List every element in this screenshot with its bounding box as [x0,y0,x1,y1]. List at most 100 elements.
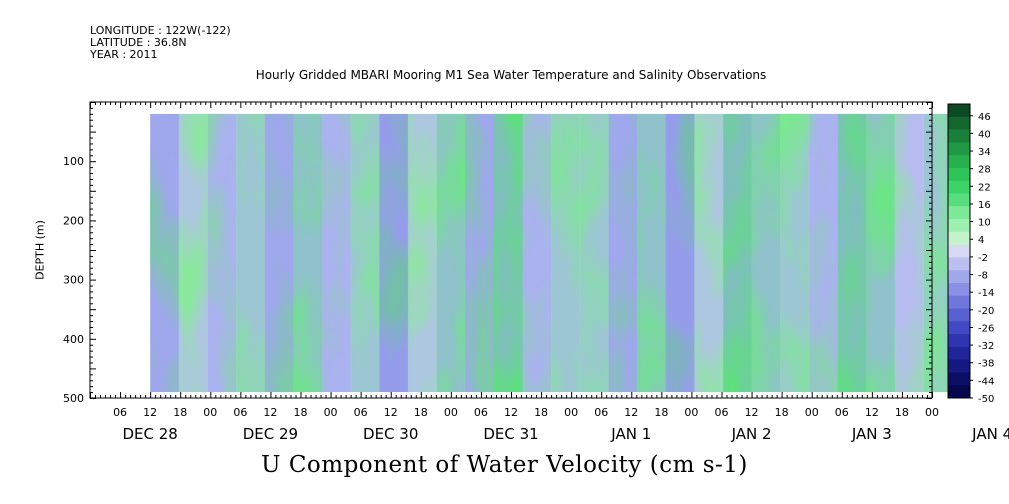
heatmap-column [436,113,466,393]
x-day-label: JAN 1 [610,425,651,443]
colorbar-swatch [948,219,970,233]
x-tick-label: 18 [414,406,428,419]
colorbar-label: -20 [978,306,994,317]
x-tick-label: 12 [624,406,638,419]
colorbar-swatch [948,257,970,271]
heatmap-column [407,113,438,393]
x-tick-label: 06 [233,406,247,419]
colorbar-label: 4 [978,235,984,246]
x-day-label: JAN 3 [851,425,892,443]
heatmap-column [293,113,323,393]
heatmap-column [350,113,380,393]
x-tick-label: 18 [173,406,187,419]
colorbar-label: -2 [978,253,988,264]
x-tick-label: 12 [865,406,879,419]
x-tick-label: 00 [925,406,939,419]
heatmap-column [379,113,409,393]
colorbar-label: 40 [978,129,991,140]
colorbar-swatch [948,167,970,182]
colorbar-swatch [948,359,970,373]
latitude-label: LATITUDE : 36.8N [90,36,187,49]
x-tick-label: 06 [354,406,368,419]
heatmap-column [579,113,609,393]
heatmap-column [780,113,810,393]
colorbar-label: 16 [978,200,991,211]
colorbar-swatch [948,104,970,118]
x-tick-label: 06 [113,406,127,419]
colorbar-label: 10 [978,218,991,229]
colorbar-frame [947,103,971,399]
colorbar-label: -26 [978,323,994,334]
heatmap-column [608,113,638,393]
colorbar-swatch [948,231,970,246]
heatmap-column [465,113,495,393]
x-tick-label: 12 [143,406,157,419]
colorbar-label: 22 [978,182,991,193]
colorbar-swatch [948,244,970,258]
colorbar-swatch [948,372,970,386]
heatmap-column [894,113,924,393]
colorbar-swatch [948,385,970,399]
heatmap-column [264,113,294,393]
x-tick-label: 06 [594,406,608,419]
heatmap-column [751,113,781,393]
heatmap-column [923,113,953,393]
chart-title: Hourly Gridded MBARI Mooring M1 Sea Wate… [255,68,767,82]
x-tick-label: 12 [745,406,759,419]
heatmap-column [637,113,667,393]
y-tick-label: 200 [63,214,84,227]
x-day-label: DEC 28 [122,425,177,443]
x-day-label: JAN 2 [731,425,772,443]
x-tick-label: 18 [534,406,548,419]
x-tick-label: 12 [263,406,277,419]
year-label: YEAR : 2011 [90,48,158,61]
colorbar-label: -38 [978,359,994,370]
heatmap-column [321,113,352,393]
x-tick-label: 00 [684,406,698,419]
colorbar-swatch [948,155,970,169]
heatmap-column [722,113,753,393]
colorbar-label: -14 [978,288,994,299]
heatmap-column [694,113,724,393]
heatmap-column [808,113,838,393]
colorbar-label: 46 [978,112,991,123]
colorbar-swatch [948,308,970,322]
x-tick-label: 18 [895,406,909,419]
colorbar-swatch [948,180,970,194]
x-tick-label: 00 [324,406,338,419]
colorbar-label: 34 [978,147,991,158]
x-day-label: DEC 30 [363,425,418,443]
colorbar-swatch [948,206,970,220]
heatmap-column [665,113,695,393]
x-day-label: DEC 29 [243,425,298,443]
colorbar-swatch [948,295,970,309]
colorbar-swatch [948,193,970,207]
x-day-label: JAN 4 [971,425,1009,443]
y-tick-label: 400 [63,333,84,346]
colorbar-label: -32 [978,341,994,352]
heatmap-column [866,113,896,393]
heatmap-noise-field [150,113,953,393]
colorbar-label: -8 [978,271,988,282]
colorbar-swatch [948,282,970,297]
longitude-label: LONGITUDE : 122W(-122) [90,24,231,37]
y-tick-label: 500 [63,392,84,405]
x-tick-label: 06 [835,406,849,419]
heatmap-column [207,113,237,393]
x-tick-label: 06 [715,406,729,419]
x-tick-label: 06 [474,406,488,419]
colorbar-swatch [948,116,970,130]
x-tick-label: 12 [384,406,398,419]
variable-label: U Component of Water Velocity (cm s-1) [261,452,748,478]
x-tick-label: 12 [504,406,518,419]
x-tick-label: 00 [564,406,578,419]
x-tick-label: 00 [203,406,217,419]
colorbar-swatch [948,129,970,143]
heatmap-column [178,113,208,393]
heatmap-field [150,113,953,393]
x-tick-label: 18 [654,406,668,419]
y-tick-label: 300 [63,274,84,287]
colorbar-label: -44 [978,376,994,387]
x-tick-label: 00 [805,406,819,419]
